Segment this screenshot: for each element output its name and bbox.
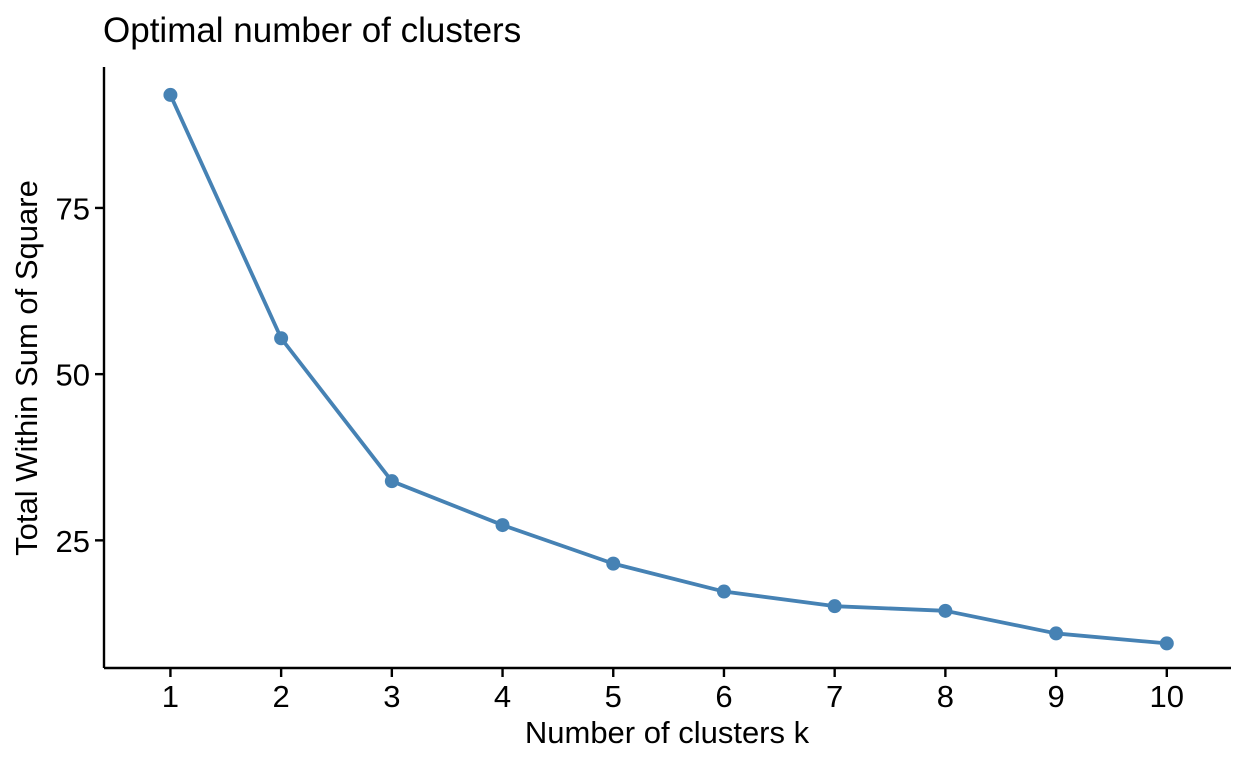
x-tick-label: 5 xyxy=(605,679,622,714)
y-tick-label: 75 xyxy=(56,191,90,226)
x-tick-label: 7 xyxy=(826,679,843,714)
x-tick-label: 3 xyxy=(383,679,400,714)
chart-title: Optimal number of clusters xyxy=(103,11,522,50)
data-point xyxy=(1159,636,1174,651)
x-tick-label: 6 xyxy=(715,679,732,714)
y-tick-label: 25 xyxy=(56,524,90,559)
x-tick-label: 9 xyxy=(1047,679,1064,714)
data-point xyxy=(716,584,731,599)
data-point xyxy=(163,87,178,102)
data-point xyxy=(938,603,953,618)
x-tick-label: 8 xyxy=(937,679,954,714)
data-point xyxy=(606,556,621,571)
data-point xyxy=(274,331,289,346)
data-point xyxy=(495,518,510,533)
data-point xyxy=(1049,626,1064,641)
x-tick-label: 10 xyxy=(1150,679,1184,714)
x-tick-label: 1 xyxy=(162,679,179,714)
x-tick-label: 2 xyxy=(273,679,290,714)
data-point xyxy=(827,599,842,614)
data-point xyxy=(384,474,399,489)
x-tick-label: 4 xyxy=(494,679,511,714)
x-axis-title: Number of clusters k xyxy=(524,715,810,750)
y-tick-label: 50 xyxy=(56,358,90,393)
data-line xyxy=(168,93,1169,646)
